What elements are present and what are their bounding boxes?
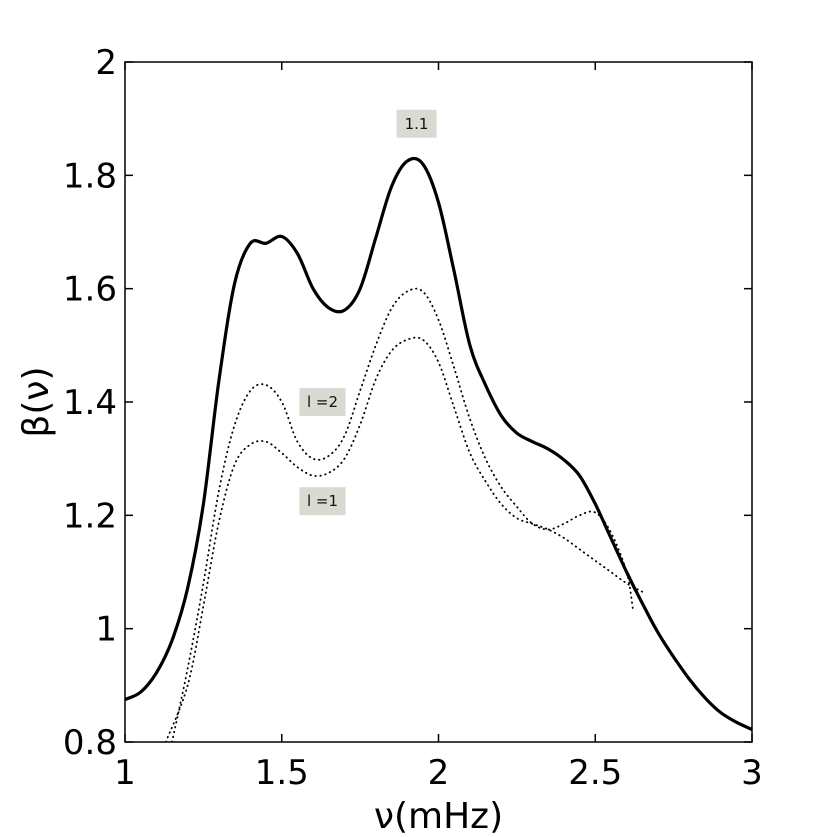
- series-line-l1: [164, 336, 644, 742]
- y-tick-label: 1.6: [63, 270, 117, 310]
- annotation-box: [299, 487, 346, 516]
- y-tick-label: 1: [95, 610, 117, 650]
- series-line-l2: [171, 287, 634, 742]
- x-tick-label: 2.5: [568, 753, 622, 793]
- annotation-label: l =1: [307, 492, 338, 510]
- x-tick-label: 3: [741, 753, 763, 793]
- x-tick-label: 1: [114, 753, 136, 793]
- annotation-box: [396, 109, 437, 138]
- y-axis-label: β(ν): [16, 366, 57, 437]
- ticks-layer: 1 1.5 2 2.5 30.811.21.41.61.82: [63, 43, 763, 793]
- annotation-box: [299, 388, 346, 416]
- y-tick-label: 0.8: [63, 723, 117, 763]
- y-tick-label: 1.2: [63, 496, 117, 536]
- x-tick-label: 1.5: [255, 753, 309, 793]
- plot-area: 1 1.5 2 2.5 30.811.21.41.61.82 1.1l =2l =1: [63, 43, 763, 793]
- x-axis-label: ν(mHz): [374, 796, 503, 837]
- annotation-label: 1.1: [405, 115, 429, 133]
- y-tick-label: 1.8: [63, 156, 117, 196]
- axes-frame: [124, 61, 753, 743]
- annotation-layer: 1.1 l =2 l =1: [299, 109, 437, 516]
- x-tick-label: 2: [428, 753, 450, 793]
- y-tick-label: 2: [95, 43, 117, 83]
- series-layer: [125, 156, 752, 742]
- annotation-label: l =2: [307, 393, 338, 411]
- series-line-1: [125, 156, 752, 732]
- y-tick-label: 1.4: [63, 383, 117, 423]
